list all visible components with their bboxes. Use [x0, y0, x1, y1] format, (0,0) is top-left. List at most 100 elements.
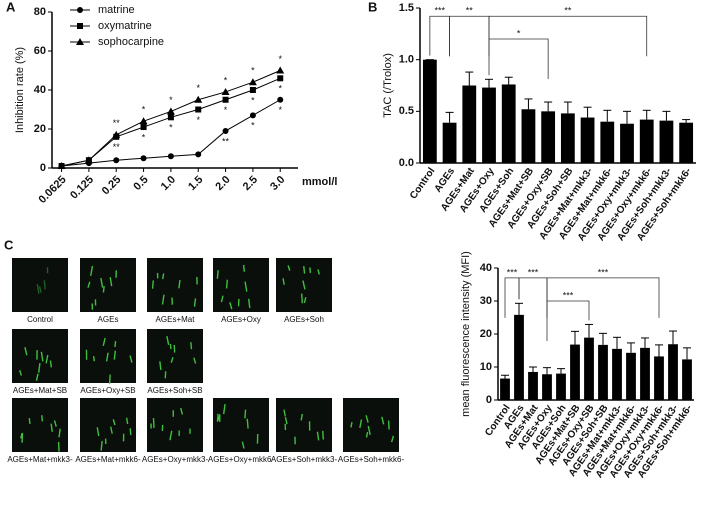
bracket-label: **: [564, 6, 572, 16]
significance: *: [251, 121, 255, 131]
cell: [381, 416, 385, 425]
cell: [300, 413, 304, 421]
cell: [41, 415, 44, 422]
y-tick-label: 0.5: [399, 105, 414, 117]
micrograph: [147, 258, 203, 312]
bar: [584, 337, 594, 400]
cell: [151, 280, 154, 289]
bar: [541, 111, 556, 163]
bar: [659, 120, 674, 163]
error-bar: [655, 344, 663, 357]
cell: [322, 430, 325, 440]
marker: [222, 96, 229, 103]
cell: [359, 419, 363, 429]
cell: [193, 357, 197, 364]
cell: [92, 356, 96, 362]
bracket: [449, 15, 490, 57]
marker: [249, 112, 256, 119]
cell: [102, 337, 106, 346]
cell: [282, 278, 285, 285]
marker: [221, 87, 230, 95]
cell: [90, 265, 94, 276]
cell: [58, 428, 61, 438]
bar: [682, 359, 692, 400]
cell: [225, 279, 229, 289]
error-bar: [571, 330, 579, 345]
micrograph: [213, 258, 269, 312]
caption: AGEs+Oxy+SB: [80, 386, 135, 395]
cell: [170, 356, 174, 363]
marker: [195, 106, 202, 113]
cell: [53, 420, 57, 427]
bar: [501, 84, 516, 163]
significance: *: [278, 105, 282, 115]
caption: AGEs+Oxy: [221, 315, 261, 324]
x-tick-label: 1.5: [186, 174, 205, 193]
marker: [277, 75, 284, 82]
bracket-label: ***: [563, 290, 574, 300]
bracket-label: **: [466, 6, 474, 16]
y-axis-label: TAC (/Trolox): [382, 53, 394, 118]
cell: [302, 280, 306, 290]
y-tick-label: 0.0: [399, 157, 414, 169]
caption: AGEs+Soh+SB: [147, 386, 202, 395]
caption: AGEs+Mat+mkk3-: [7, 455, 73, 464]
bracket: [488, 38, 549, 79]
x-tick-label: 0.25: [100, 174, 124, 198]
cell: [35, 373, 39, 381]
y-tick-label: 40: [480, 262, 492, 274]
bar: [560, 113, 575, 163]
y-tick-label: 1.5: [399, 2, 414, 14]
cell: [108, 374, 111, 384]
error-bar: [445, 111, 454, 123]
bracket: [429, 15, 450, 57]
bar: [580, 117, 595, 163]
error-bar: [544, 101, 553, 112]
cell: [87, 281, 91, 288]
caption: AGEs+Oxy+mkk3-: [142, 455, 209, 464]
cell: [43, 280, 46, 290]
cell: [244, 409, 247, 419]
error-bar: [583, 106, 592, 118]
micrograph: [343, 398, 399, 452]
bar: [612, 348, 622, 400]
cell: [287, 265, 291, 271]
cell: [350, 422, 353, 428]
legend-marker: [76, 38, 84, 45]
micrograph: [80, 398, 136, 452]
significance: *: [196, 83, 200, 93]
caption: Control: [27, 315, 53, 324]
significance: *: [169, 123, 173, 133]
cell: [24, 347, 28, 356]
marker: [248, 78, 257, 86]
cell: [96, 427, 100, 437]
bar: [528, 371, 538, 400]
cell: [36, 284, 40, 294]
x-tick-label: 0.5: [131, 174, 150, 193]
cell: [216, 270, 219, 279]
marker: [277, 96, 284, 103]
cell: [162, 273, 165, 280]
cell: [390, 435, 395, 443]
error-bar: [613, 336, 621, 349]
cell: [19, 370, 23, 376]
significance: *: [278, 54, 282, 64]
cell: [303, 297, 307, 304]
significance: *: [169, 95, 173, 105]
cell: [102, 285, 105, 293]
cell: [365, 415, 369, 423]
panel-label: B: [368, 0, 377, 14]
error-bar: [669, 330, 677, 345]
cell: [49, 360, 53, 368]
cell: [161, 294, 165, 305]
cell: [112, 419, 116, 426]
legend-marker: [77, 7, 83, 13]
bar: [542, 374, 552, 400]
error-bar: [641, 337, 649, 348]
cell: [300, 293, 304, 304]
bracket-label: *: [517, 28, 521, 38]
y-tick-label: 40: [34, 84, 46, 96]
micrograph: [276, 398, 332, 452]
bracket: [518, 277, 548, 318]
